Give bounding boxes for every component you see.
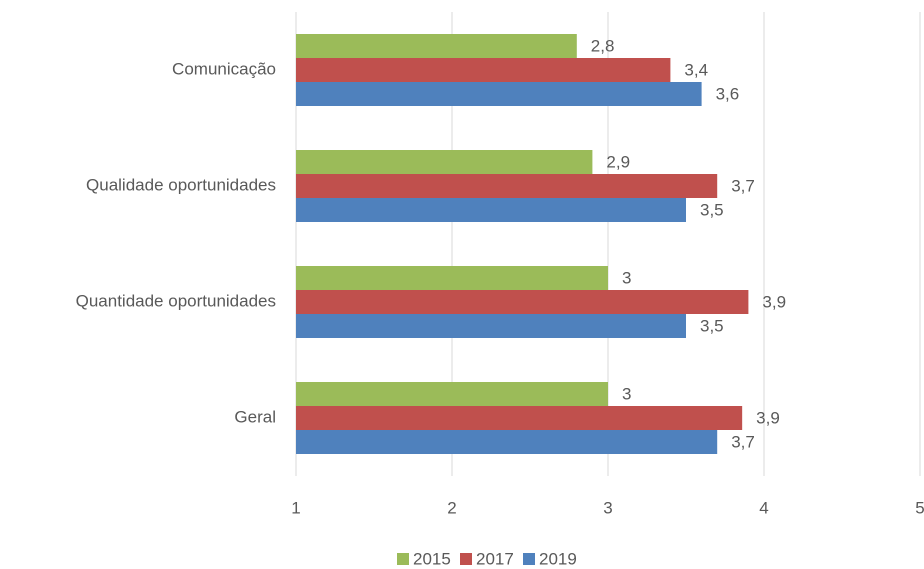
y-tick-label: Geral [234,407,276,426]
bar [296,58,671,82]
x-tick-label: 4 [759,498,768,517]
data-label: 3,9 [762,292,786,311]
bar [296,406,743,430]
data-label: 3 [622,384,631,403]
y-tick-label: Quantidade oportunidades [76,291,276,310]
bar [296,430,718,454]
x-tick-label: 2 [447,498,456,517]
legend-swatch [397,553,409,565]
data-label: 2,8 [591,36,615,55]
bar [296,34,577,58]
data-label: 3 [622,268,631,287]
x-tick-label: 5 [915,498,924,517]
bar [296,290,749,314]
data-label: 3,7 [731,432,755,451]
x-tick-label: 1 [291,498,300,517]
bar [296,150,593,174]
data-label: 3,5 [700,316,724,335]
bar [296,314,686,338]
legend-label: 2015 [413,549,451,568]
data-label: 3,4 [684,60,708,79]
legend-swatch [523,553,535,565]
data-label: 3,6 [716,84,740,103]
x-tick-label: 3 [603,498,612,517]
y-tick-label: Comunicação [172,59,276,78]
bar [296,266,608,290]
bar [296,198,686,222]
data-label: 3,9 [756,408,780,427]
data-label: 2,9 [606,152,630,171]
legend-label: 2017 [476,549,514,568]
y-tick-label: Qualidade oportunidades [86,175,276,194]
bar [296,82,702,106]
legend-label: 2019 [539,549,577,568]
bar [296,382,608,406]
bar [296,174,718,198]
legend-swatch [460,553,472,565]
data-label: 3,5 [700,200,724,219]
data-label: 3,7 [731,176,755,195]
